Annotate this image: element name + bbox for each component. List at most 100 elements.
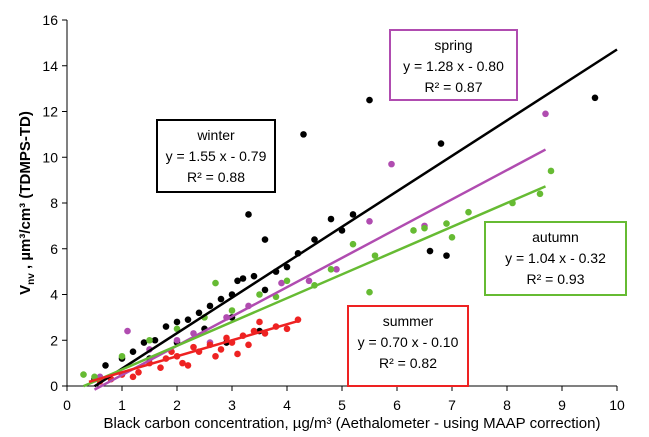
point [547, 167, 555, 175]
y-tick-label: 12 [42, 104, 58, 120]
x-tick-label: 4 [283, 397, 291, 413]
annotation-text: spring [434, 37, 472, 53]
point [129, 373, 137, 381]
point [228, 307, 236, 314]
point [157, 364, 164, 372]
point [448, 234, 456, 241]
annotation-box [347, 305, 469, 387]
point [173, 336, 181, 344]
y-label-rest: , µm³/cm³ (TDMPS-TD) [17, 111, 34, 273]
point [366, 218, 373, 225]
annotation-text: y = 1.04 x - 0.32 [505, 250, 606, 266]
point [327, 266, 335, 273]
y-label-subscript: nv [26, 273, 37, 285]
annotation-text: y = 0.70 x - 0.10 [358, 334, 459, 350]
point [223, 334, 230, 342]
point [80, 371, 87, 378]
point [410, 227, 417, 234]
point [184, 362, 192, 369]
fit-line [88, 319, 299, 384]
point [311, 236, 318, 243]
point [256, 291, 263, 298]
point [349, 211, 357, 218]
point [591, 94, 599, 102]
y-label-symbol: V [17, 285, 34, 295]
x-tick-label: 2 [173, 397, 181, 413]
x-tick-label: 5 [338, 397, 346, 413]
point [333, 266, 340, 273]
point [118, 352, 126, 360]
point [443, 252, 450, 259]
annotation-text: R² = 0.82 [379, 355, 437, 371]
annotation-text: y = 1.55 x - 0.79 [166, 148, 267, 164]
point [327, 215, 335, 223]
point [239, 275, 247, 282]
y-tick-label: 0 [50, 378, 58, 394]
annotation-box [484, 221, 627, 296]
point [283, 263, 291, 271]
point [278, 279, 285, 287]
point [366, 96, 373, 104]
point [124, 327, 131, 335]
point [179, 359, 186, 367]
x-tick-label: 9 [558, 397, 566, 413]
y-tick-label: 16 [42, 12, 58, 28]
point [212, 279, 219, 287]
point [245, 211, 252, 218]
y-axis-label: Vnv , µm³/cm³ (TDMPS-TD) [17, 111, 37, 295]
x-tick-label: 0 [63, 397, 71, 413]
x-tick-label: 8 [503, 397, 511, 413]
point [388, 160, 395, 168]
point [217, 346, 225, 353]
annotation-text: winter [196, 127, 235, 143]
annotation-text: summer [383, 313, 434, 329]
point [443, 220, 450, 227]
y-tick-label: 4 [50, 287, 58, 303]
point [190, 343, 197, 351]
point [300, 131, 307, 138]
point [283, 277, 291, 285]
point [371, 252, 379, 259]
point [536, 190, 544, 198]
point [366, 288, 373, 296]
point [146, 336, 153, 344]
x-tick-label: 1 [118, 397, 126, 413]
point [195, 309, 203, 317]
annotation-box [389, 29, 518, 101]
x-tick-label: 6 [393, 397, 401, 413]
y-tick-label: 14 [42, 58, 58, 74]
annotation-text: R² = 0.88 [187, 169, 245, 185]
point [349, 240, 357, 248]
x-axis-label: Black carbon concentration, µg/m³ (Aetha… [104, 415, 601, 432]
point [151, 336, 159, 344]
annotation-text: R² = 0.93 [527, 271, 585, 287]
point [261, 286, 269, 294]
point [421, 224, 428, 232]
annotation-text: y = 1.28 x - 0.80 [403, 58, 504, 74]
point [542, 110, 549, 118]
y-tick-label: 8 [50, 195, 58, 211]
point [305, 277, 313, 285]
y-tick-label: 10 [42, 149, 58, 165]
point [217, 295, 225, 303]
point [250, 272, 258, 280]
point [437, 140, 445, 147]
x-tick-label: 10 [609, 397, 625, 413]
point [140, 339, 148, 346]
point [212, 352, 219, 360]
annotation-text: autumn [532, 229, 579, 245]
y-tick-label: 6 [50, 241, 58, 257]
point [256, 318, 263, 326]
point [173, 318, 181, 326]
point [102, 362, 109, 369]
x-tick-label: 7 [448, 397, 456, 413]
point [245, 341, 252, 349]
annotation-text: R² = 0.87 [425, 79, 483, 95]
annotation-box [156, 119, 276, 193]
point [234, 350, 241, 358]
point [184, 316, 192, 323]
point [206, 302, 214, 310]
point [162, 323, 170, 330]
y-tick-label: 2 [50, 332, 58, 348]
